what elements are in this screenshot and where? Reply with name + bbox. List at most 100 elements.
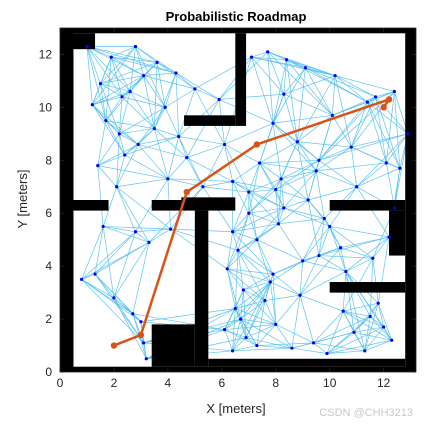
roadmap-edge	[137, 144, 169, 180]
roadmap-node	[271, 121, 275, 125]
roadmap-edge	[135, 46, 166, 108]
roadmap-node	[365, 100, 370, 104]
obstacle	[60, 366, 416, 372]
roadmap-edge	[124, 136, 179, 156]
roadmap-edge	[132, 313, 142, 322]
plot-area	[59, 27, 417, 373]
roadmap-edge	[118, 91, 131, 134]
roadmap-edge	[329, 226, 374, 259]
roadmap-edge	[232, 231, 239, 251]
roadmap-node	[104, 119, 108, 123]
roadmap-edge	[256, 239, 274, 275]
roadmap-node	[349, 145, 353, 149]
roadmap-edge	[119, 133, 139, 145]
occupancy-obstacles	[60, 28, 416, 372]
roadmap-edge	[154, 128, 187, 158]
x-axis: 0 2 4 6 8 10 12	[57, 28, 391, 390]
roadmap-edge	[283, 94, 298, 142]
roadmap-edge	[372, 236, 390, 259]
roadmap-edge	[234, 250, 239, 309]
roadmap-edge	[178, 88, 196, 137]
obstacle	[329, 282, 406, 293]
roadmap-edge	[318, 146, 352, 161]
roadmap-node	[268, 280, 272, 284]
roadmap-edge	[186, 144, 225, 158]
roadmap-edge	[350, 101, 368, 148]
roadmap-node	[98, 81, 103, 86]
obstacle	[405, 28, 416, 372]
y-tick-label: 4	[45, 259, 52, 273]
roadmap-node	[231, 349, 235, 353]
roadmap-edge	[232, 181, 285, 209]
roadmap-edge	[270, 260, 303, 283]
roadmap-node	[231, 230, 235, 234]
roadmap-edge	[297, 141, 320, 161]
obstacle	[329, 200, 406, 211]
roadmap-edge	[256, 207, 285, 240]
roadmap-edge	[232, 162, 260, 182]
roadmap-edge	[281, 170, 317, 180]
roadmap-node	[279, 177, 283, 181]
roadmap-edge	[92, 91, 131, 106]
roadmap-edge	[116, 154, 126, 187]
roadmap-edge	[334, 75, 368, 103]
roadmap-edge	[297, 141, 317, 172]
roadmap-node	[217, 97, 221, 102]
roadmap-edge	[386, 133, 409, 164]
roadmap-edge	[305, 67, 376, 98]
roadmap-edge	[240, 289, 244, 320]
roadmap-edge	[299, 260, 304, 296]
roadmap-edge	[256, 223, 279, 240]
roadmap-edge	[340, 247, 347, 272]
roadmap-edge	[251, 51, 268, 58]
roadmap-edge	[86, 46, 131, 92]
roadmap-edge	[264, 294, 301, 301]
roadmap-edge	[92, 96, 123, 106]
roadmap-edge	[251, 56, 274, 124]
roadmap-edge	[137, 107, 166, 145]
roadmap-edge	[248, 162, 260, 193]
roadmap-edge	[275, 141, 298, 190]
roadmap-node	[193, 87, 197, 91]
roadmap-edge	[240, 318, 247, 338]
roadmap-edge	[105, 120, 120, 135]
roadmap-edge	[81, 279, 115, 299]
roadmap-node	[355, 185, 359, 189]
roadmap-node	[341, 309, 345, 313]
roadmap-nodes	[79, 44, 410, 361]
roadmap-edge	[232, 213, 250, 232]
roadmap-edge	[259, 162, 317, 172]
roadmap-edge	[167, 178, 233, 182]
roadmap-edge	[226, 268, 236, 309]
roadmap-edge	[143, 75, 155, 129]
roadmap-edge	[154, 128, 179, 137]
roadmap-node	[338, 246, 343, 250]
roadmap-node	[144, 357, 148, 361]
roadmap-node	[255, 343, 259, 348]
roadmap-edge	[118, 96, 123, 134]
roadmap-edge	[283, 207, 325, 219]
roadmap-edge	[305, 67, 368, 103]
roadmap-node	[147, 240, 151, 244]
roadmap-edge	[235, 281, 271, 309]
roadmap-edge	[121, 96, 166, 108]
roadmap-edge	[148, 228, 171, 243]
roadmap-edge	[372, 258, 379, 304]
roadmap-edge	[356, 167, 400, 188]
roadmap-edge	[113, 231, 136, 299]
roadmap-edge	[394, 91, 401, 169]
roadmap-edge	[224, 329, 233, 351]
roadmap-node	[398, 166, 402, 170]
roadmap-node	[392, 89, 397, 94]
roadmap-edge	[345, 271, 355, 333]
roadmap-edge	[329, 226, 347, 272]
roadmap-node	[330, 113, 334, 117]
roadmap-edge	[264, 300, 277, 325]
roadmap-edge	[353, 331, 392, 341]
roadmap-edge	[272, 67, 306, 124]
roadmap-node	[96, 164, 100, 168]
roadmap-node	[225, 267, 229, 271]
roadmap-edge	[264, 281, 271, 301]
path-waypoint	[183, 188, 190, 196]
roadmap-edge	[251, 56, 287, 61]
